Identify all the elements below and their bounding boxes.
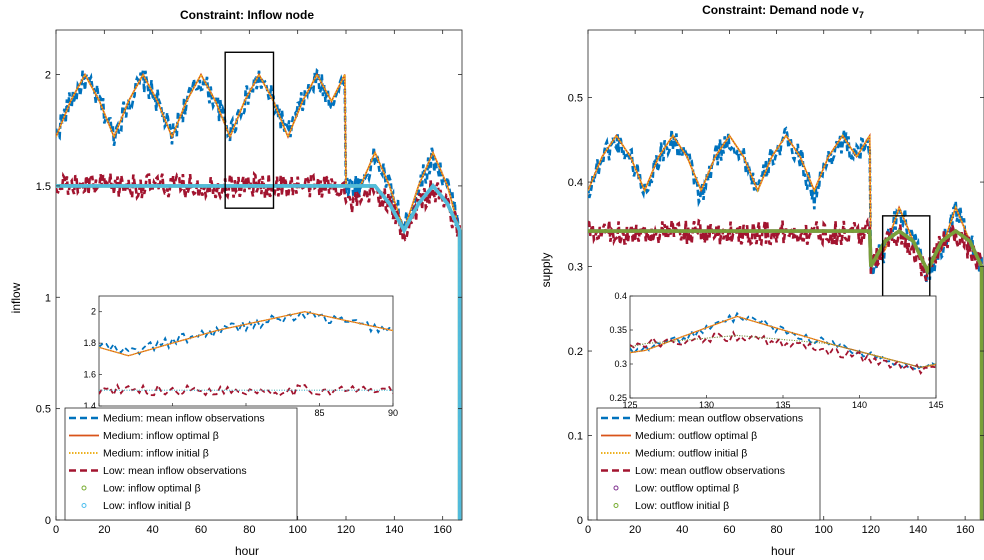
right-inset-y-tick-label: 0.4 bbox=[614, 291, 627, 301]
right-inset-area bbox=[629, 295, 937, 399]
left-zoom-box bbox=[224, 51, 275, 209]
right-legend-entry-6-label: Low: outflow initial β bbox=[635, 500, 729, 512]
left-inset-series-3 bbox=[99, 311, 393, 357]
right-legend-entry-4-label: Low: mean outflow observations bbox=[635, 465, 785, 477]
left-legend-entry-1-label: Medium: mean inflow observations bbox=[103, 413, 265, 425]
right-inset-x-tick-label: 125 bbox=[622, 400, 637, 410]
right-legend-entry-5-swatch bbox=[613, 485, 619, 491]
right-legend-entry-3-label: Medium: outflow initial β bbox=[635, 448, 747, 460]
right-y-tick-label: 0.1 bbox=[568, 431, 583, 443]
right-x-tick-label: 40 bbox=[676, 524, 688, 536]
left-inset-y-tick-label: 1.4 bbox=[83, 401, 96, 411]
left-series-6-markers bbox=[56, 183, 462, 520]
left-legend-entry-4-label: Low: mean inflow observations bbox=[103, 465, 247, 477]
right-x-axis-label: hour bbox=[771, 544, 795, 558]
left-inset-series-1 bbox=[99, 310, 393, 356]
left-y-tick-label: 1.5 bbox=[36, 181, 51, 193]
right-inset-y-tick-label: 0.25 bbox=[609, 393, 627, 403]
right-y-tick-label: 0.2 bbox=[568, 346, 583, 358]
right-legend-entry-6-swatch bbox=[613, 503, 619, 508]
left-legend-entry-6-label: Low: inflow initial β bbox=[103, 500, 191, 512]
right-chart-title: Constraint: Demand node v7 bbox=[702, 3, 864, 20]
left-inset-series-4 bbox=[99, 383, 393, 399]
left-inset-y-tick-label: 1.6 bbox=[83, 370, 96, 380]
right-inset-y-tick-label: 0.3 bbox=[614, 359, 627, 369]
right-series-1-line bbox=[588, 126, 983, 520]
left-legend-entry-6-swatch bbox=[81, 503, 87, 508]
left-series-group bbox=[56, 67, 462, 520]
right-series-3-line bbox=[588, 132, 983, 520]
left-inset-series-group bbox=[99, 310, 393, 399]
left-legend-box bbox=[64, 407, 298, 521]
left-x-tick-label: 160 bbox=[433, 524, 451, 536]
right-x-tick-label: 80 bbox=[770, 524, 782, 536]
left-x-tick-label: 120 bbox=[337, 524, 355, 536]
right-inset-x-tick-label: 135 bbox=[775, 400, 790, 410]
left-y-tick-label: 0 bbox=[45, 515, 51, 527]
right-x-tick-label: 120 bbox=[862, 524, 880, 536]
left-x-tick-label: 0 bbox=[53, 524, 59, 536]
left-series-3-line bbox=[56, 72, 461, 520]
left-chart-title: Constraint: Inflow node bbox=[180, 8, 314, 22]
right-inset-x-tick-label: 140 bbox=[852, 400, 867, 410]
right-inset-series-4 bbox=[630, 330, 936, 375]
right-chart-title-subscript: 7 bbox=[859, 10, 864, 20]
left-x-tick-label: 80 bbox=[243, 524, 255, 536]
right-x-tick-label: 20 bbox=[629, 524, 641, 536]
left-inset-area bbox=[98, 295, 394, 407]
left-legend-entry-3-label: Medium: inflow initial β bbox=[103, 448, 209, 460]
right-y-tick-label: 0.5 bbox=[568, 93, 583, 105]
right-legend-entry-5-label: Low: outflow optimal β bbox=[635, 483, 739, 495]
right-inset-x-tick-label: 145 bbox=[928, 400, 943, 410]
right-x-tick-label: 160 bbox=[956, 524, 974, 536]
right-series-group bbox=[588, 126, 984, 520]
left-x-tick-label: 20 bbox=[98, 524, 110, 536]
right-inset-x-tick-label: 130 bbox=[699, 400, 714, 410]
right-x-tick-label: 60 bbox=[723, 524, 735, 536]
left-inset-x-tick-label: 90 bbox=[388, 408, 398, 418]
left-y-tick-label: 2 bbox=[45, 70, 51, 82]
right-series-6-markers bbox=[588, 228, 984, 520]
left-x-axis-label: hour bbox=[235, 544, 259, 558]
right-x-tick-label: 140 bbox=[909, 524, 927, 536]
right-inset-y-tick-label: 0.35 bbox=[609, 325, 627, 335]
left-x-tick-label: 40 bbox=[147, 524, 159, 536]
right-x-tick-label: 100 bbox=[815, 524, 833, 536]
left-inset-x-tick-label: 85 bbox=[314, 408, 324, 418]
right-y-tick-label: 0.3 bbox=[568, 262, 583, 274]
right-inset-series-group bbox=[630, 311, 936, 375]
left-inset-y-tick-label: 1.8 bbox=[83, 338, 96, 348]
right-legend-entry-2-label: Medium: outflow optimal β bbox=[635, 430, 757, 442]
left-legend-entry-2-label: Medium: inflow optimal β bbox=[103, 430, 219, 442]
right-y-axis-label: supply bbox=[539, 253, 553, 288]
right-inset-series-3 bbox=[630, 315, 936, 369]
left-x-tick-label: 140 bbox=[385, 524, 403, 536]
left-y-tick-label: 1 bbox=[45, 292, 51, 304]
left-chart: Constraint: Inflow node 0 20 40 60 80 100 120 1… bbox=[9, 8, 463, 558]
right-chart-title-main: Constraint: Demand node v bbox=[702, 3, 859, 17]
right-inset-series-1 bbox=[630, 311, 936, 371]
right-chart: Constraint: Demand node v7 0 20 40 60 80 100 1… bbox=[539, 3, 984, 558]
left-x-tick-label: 60 bbox=[195, 524, 207, 536]
left-y-tick-label: 0.5 bbox=[36, 404, 51, 416]
right-y-tick-label: 0.4 bbox=[568, 177, 583, 189]
left-legend-entry-5-swatch bbox=[81, 485, 87, 491]
left-inset-y-tick-label: 2 bbox=[91, 307, 96, 317]
right-x-tick-label: 0 bbox=[585, 524, 591, 536]
left-legend-entry-5-label: Low: inflow optimal β bbox=[103, 483, 201, 495]
left-x-tick-label: 100 bbox=[288, 524, 306, 536]
right-y-tick-label: 0 bbox=[577, 515, 583, 527]
right-legend-box bbox=[596, 407, 821, 521]
right-legend-entry-1-label: Medium: mean outflow observations bbox=[635, 413, 803, 425]
left-y-axis-label: inflow bbox=[9, 282, 23, 313]
right-inset-series-6 bbox=[630, 334, 936, 368]
